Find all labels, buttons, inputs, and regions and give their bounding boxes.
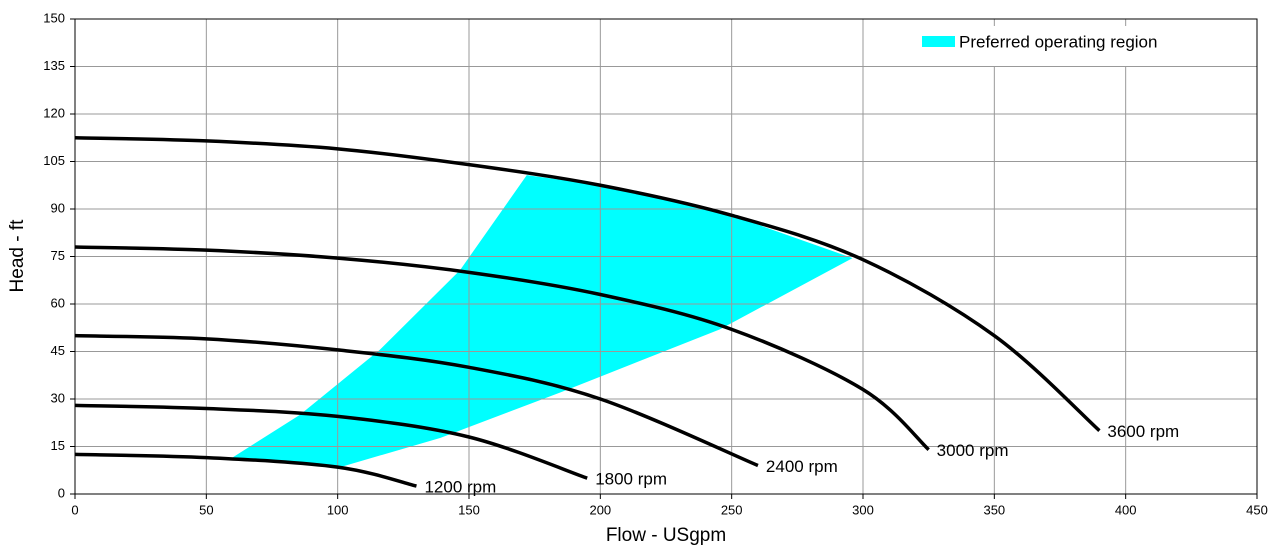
curve-label: 1200 rpm (424, 478, 496, 497)
x-tick-label: 350 (983, 502, 1005, 517)
y-tick-label: 90 (51, 200, 65, 215)
x-axis-title: Flow - USgpm (606, 525, 726, 546)
speed-curve (74, 403, 588, 480)
x-tick-label: 400 (1115, 502, 1137, 517)
y-tick-label: 150 (43, 10, 65, 25)
legend-box (908, 26, 1248, 66)
y-tick-label: 120 (43, 105, 65, 120)
x-tick-label: 150 (458, 502, 480, 517)
curve-label: 3600 rpm (1107, 422, 1179, 441)
x-tick-label: 250 (721, 502, 743, 517)
plot-frame (74, 18, 1258, 495)
x-tick-label: 50 (199, 502, 213, 517)
y-axis-title: Head - ft (7, 219, 28, 293)
y-tick-label: 0 (58, 485, 65, 500)
curve-label: 3000 rpm (937, 441, 1009, 460)
x-tick-label: 300 (852, 502, 874, 517)
speed-curve (74, 245, 930, 451)
x-tick-label: 450 (1246, 502, 1268, 517)
x-tick-label: 100 (327, 502, 349, 517)
y-tick-label: 75 (51, 248, 65, 263)
preferred-region (229, 175, 853, 468)
curve-label: 2400 rpm (766, 457, 838, 476)
y-tick-label: 30 (51, 390, 65, 405)
x-tick-label: 0 (71, 502, 78, 517)
speed-curve (74, 136, 1101, 432)
y-tick-label: 15 (51, 438, 65, 453)
y-tick-label: 135 (43, 58, 65, 73)
legend-swatch (922, 36, 955, 47)
speed-curve (74, 452, 417, 488)
x-tick-label: 200 (589, 502, 611, 517)
y-tick-label: 60 (51, 295, 65, 310)
speed-curve (74, 333, 759, 468)
legend-label: Preferred operating region (959, 32, 1157, 51)
curve-label: 1800 rpm (595, 470, 667, 489)
y-tick-label: 105 (43, 153, 65, 168)
y-tick-label: 45 (51, 343, 65, 358)
